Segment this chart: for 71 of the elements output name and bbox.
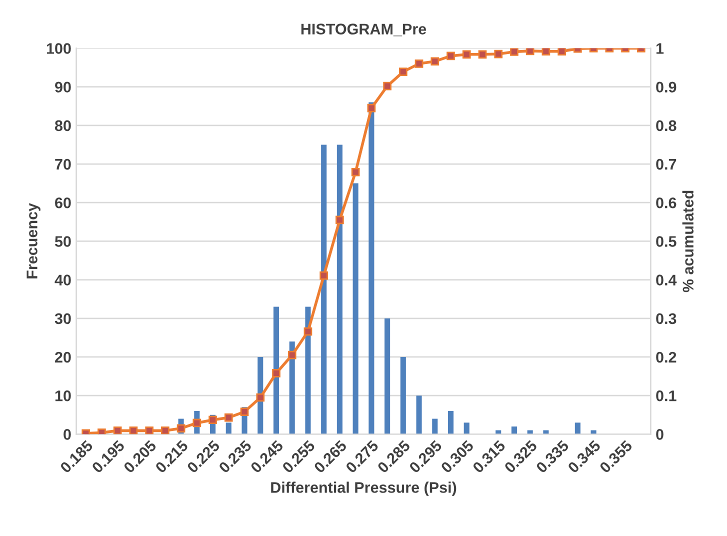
point xyxy=(240,408,249,416)
bar xyxy=(384,318,390,434)
bar xyxy=(226,422,232,434)
bar xyxy=(574,422,580,434)
bar xyxy=(273,306,280,434)
point xyxy=(398,68,408,76)
point xyxy=(224,413,233,422)
y-tick-label: 80 xyxy=(54,120,71,132)
y2-tick-label: 1 xyxy=(656,43,664,54)
bar xyxy=(368,102,374,434)
y2-tick-label: 0.1 xyxy=(656,390,676,402)
point xyxy=(192,418,202,428)
y-tick-label: 0 xyxy=(64,429,71,440)
point xyxy=(558,48,566,56)
point xyxy=(510,48,518,56)
y-tick-label: 20 xyxy=(55,352,71,363)
point xyxy=(161,426,170,434)
y2-tick-label: 0.6 xyxy=(656,197,676,208)
point xyxy=(98,428,106,434)
point xyxy=(208,416,217,424)
y2-tick-label: 0.4 xyxy=(656,274,677,286)
y-tick-label: 70 xyxy=(55,158,71,170)
point xyxy=(446,52,455,60)
point xyxy=(383,82,392,90)
point xyxy=(288,350,296,360)
point xyxy=(414,60,424,68)
bar xyxy=(352,183,358,434)
point xyxy=(542,48,550,56)
point xyxy=(272,369,280,378)
y2-tick-label: 0.9 xyxy=(656,82,676,93)
y-tick-label: 50 xyxy=(54,236,71,247)
point xyxy=(494,50,503,58)
y2-tick-label: 0.7 xyxy=(656,158,676,170)
y-tick-label: 90 xyxy=(55,82,71,93)
point xyxy=(462,50,471,59)
y2-tick-label: 0.3 xyxy=(656,313,676,324)
point xyxy=(176,424,186,433)
y2-tick-label: 0.8 xyxy=(656,120,676,132)
point xyxy=(367,104,376,112)
y-tick-label: 100 xyxy=(46,43,71,54)
bar xyxy=(305,306,311,434)
point xyxy=(336,216,344,224)
bar xyxy=(448,411,454,434)
bar xyxy=(336,144,342,434)
bar xyxy=(400,356,406,434)
point xyxy=(351,168,360,176)
y-tick-label: 10 xyxy=(55,390,71,402)
bar xyxy=(321,144,327,434)
chart-title: HISTOGRAM_Pre xyxy=(301,24,426,36)
bar xyxy=(464,422,470,434)
point xyxy=(113,426,122,434)
point xyxy=(320,271,328,280)
y-axis-title: Frecuency xyxy=(26,203,40,278)
point xyxy=(304,327,312,336)
point xyxy=(256,393,265,402)
y2-tick-label: 0.5 xyxy=(656,236,676,247)
x-axis-title: Differential Pressure (Psi) xyxy=(271,482,456,496)
bar xyxy=(511,426,517,434)
y-tick-label: 30 xyxy=(54,313,71,324)
y2-tick-label: 0.2 xyxy=(656,352,676,363)
point xyxy=(430,57,440,66)
bar xyxy=(432,418,438,434)
y-tick-label: 60 xyxy=(55,197,71,208)
y2-axis-title: % acumulated xyxy=(682,190,694,292)
point xyxy=(129,426,138,434)
y2-tick-label: 0 xyxy=(656,429,664,440)
point xyxy=(145,426,154,434)
y-tick-label: 40 xyxy=(54,274,71,286)
point xyxy=(526,48,534,56)
point xyxy=(478,50,487,59)
bar xyxy=(416,396,422,434)
